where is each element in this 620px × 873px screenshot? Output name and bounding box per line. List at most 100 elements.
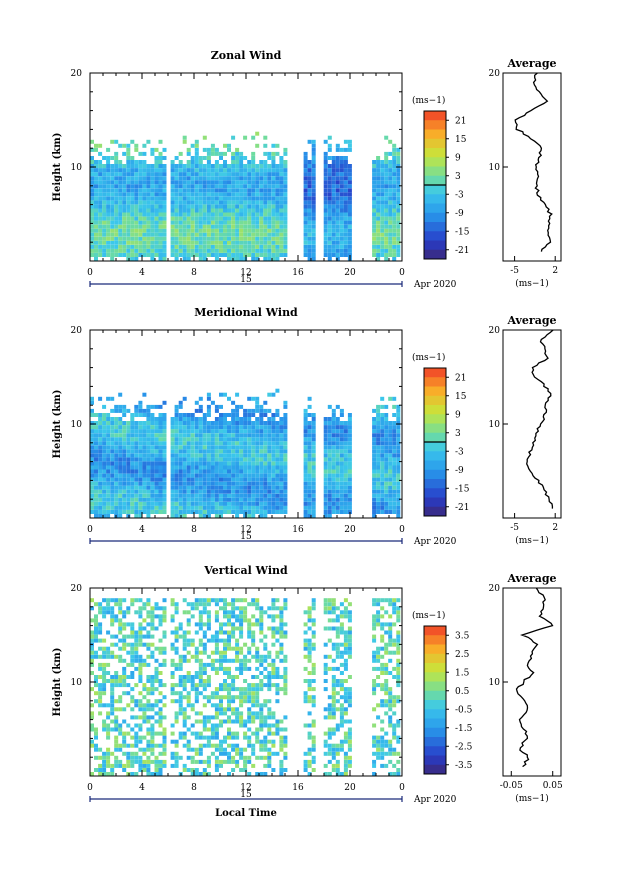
average-x-tick-label: -5 <box>510 266 519 276</box>
colorbar-swatch <box>424 626 446 636</box>
y-axis-label: Height (km) <box>52 390 63 459</box>
colorbar-swatch <box>424 203 446 214</box>
colorbar-swatch <box>424 175 446 186</box>
colorbar-tick-label: -2.5 <box>455 742 473 752</box>
colorbar-swatch <box>424 111 446 121</box>
colorbar-swatch <box>424 690 446 701</box>
x-axis: 0 4 8 12 16 20 0 <box>87 330 405 535</box>
x-tick-label: 0 <box>399 525 405 535</box>
colorbar-tick-label: -3 <box>455 447 464 457</box>
colorbar-swatch <box>424 672 446 682</box>
average-y-tick-label: 20 <box>489 584 501 594</box>
average-x-tick-label: 2 <box>552 523 558 533</box>
colorbar-tick-label: -21 <box>455 503 470 513</box>
colorbar-swatch <box>424 240 446 251</box>
average-panel: Average 20 10 -0.05 0.05 (ms−1) <box>489 572 563 804</box>
colorbar-swatch <box>424 737 446 747</box>
average-y-tick-label: 10 <box>489 678 501 688</box>
heatmap-cells <box>90 598 401 776</box>
colorbar-swatch <box>424 497 446 508</box>
heatmap-cells <box>90 131 401 261</box>
colorbar-tick-label: 21 <box>455 373 466 383</box>
x-tick-label: 8 <box>191 525 197 535</box>
x-tick-label: 20 <box>344 525 356 535</box>
y-tick-label: 10 <box>71 420 83 430</box>
date-day: 15 <box>240 275 252 285</box>
x-tick-label: 12 <box>240 525 251 535</box>
x-tick-label: 16 <box>292 783 304 793</box>
colorbar-swatch <box>424 451 446 461</box>
average-x-tick-label: -5 <box>510 523 519 533</box>
x-tick-label: 16 <box>292 268 304 278</box>
colorbar-swatch <box>424 488 446 498</box>
colorbar-swatch <box>424 386 446 397</box>
average-x-label: (ms−1) <box>515 535 548 546</box>
date-day: 15 <box>240 532 252 542</box>
average-profile-line <box>526 329 554 509</box>
colorbar-tick-label: 15 <box>455 135 467 145</box>
colorbar-tick-label: -1.5 <box>455 724 473 734</box>
y-tick-label: 10 <box>71 163 83 173</box>
chart-title: Zonal Wind <box>211 49 282 62</box>
colorbar-tick-label: 9 <box>455 153 461 163</box>
colorbar-swatch <box>424 405 446 415</box>
colorbar-swatch <box>424 460 446 471</box>
chart-title: Vertical Wind <box>203 564 288 577</box>
colorbar-swatch <box>424 231 446 241</box>
colorbar-swatch <box>424 432 446 443</box>
date-label: Apr 2020 <box>413 280 457 290</box>
colorbar-swatch <box>424 414 446 424</box>
colorbar-swatch <box>424 377 446 387</box>
colorbar-swatch <box>424 148 446 158</box>
colorbar-tick-label: 15 <box>455 392 467 402</box>
colorbar-swatch <box>424 755 446 766</box>
colorbar-swatch <box>424 395 446 406</box>
colorbar-swatch <box>424 700 446 710</box>
colorbar-swatch <box>424 479 446 489</box>
average-x-tick-label: -0.05 <box>500 781 523 791</box>
average-y-tick-label: 20 <box>489 326 501 336</box>
colorbar-swatch <box>424 423 446 434</box>
x-tick-label: 0 <box>87 525 93 535</box>
colorbar-swatch <box>424 212 446 223</box>
colorbar-tick-label: -9 <box>455 209 464 219</box>
y-axis-label: Height (km) <box>52 648 63 717</box>
x-tick-label: 0 <box>399 783 405 793</box>
colorbar-swatch <box>424 249 446 260</box>
colorbar-unit: (ms−1) <box>412 352 445 363</box>
x-tick-label: 12 <box>240 783 251 793</box>
colorbar: (ms−1) 21 15 9 3 -3 -9 -15 -21 <box>412 352 470 517</box>
colorbar-tick-label: 3 <box>455 172 461 182</box>
colorbar-swatch <box>424 185 446 195</box>
colorbar-swatch <box>424 120 446 130</box>
average-y-tick-label: 20 <box>489 69 501 79</box>
x-tick-label: 0 <box>87 268 93 278</box>
average-x-tick-label: 0.05 <box>543 781 563 791</box>
x-axis: 0 4 8 12 16 20 0 <box>87 73 405 278</box>
date-label: Apr 2020 <box>413 795 457 805</box>
colorbar-swatch <box>424 222 446 232</box>
colorbar-tick-label: 9 <box>455 410 461 420</box>
x-tick-label: 16 <box>292 525 304 535</box>
date-day: 15 <box>240 790 252 800</box>
colorbar-swatch <box>424 506 446 517</box>
date-label: Apr 2020 <box>413 537 457 547</box>
colorbar-swatch <box>424 469 446 480</box>
colorbar-swatch <box>424 764 446 775</box>
y-tick-label: 10 <box>71 678 83 688</box>
average-title: Average <box>506 57 556 70</box>
colorbar-swatch <box>424 653 446 664</box>
average-panel: Average 20 10 -5 2 (ms−1) <box>489 57 562 289</box>
average-y-tick-label: 10 <box>489 163 501 173</box>
colorbar-swatch <box>424 663 446 673</box>
colorbar-swatch <box>424 727 446 738</box>
x-tick-label: 4 <box>139 268 145 278</box>
colorbar-unit: (ms−1) <box>412 95 445 106</box>
average-frame <box>502 72 562 262</box>
colorbar-swatch <box>424 194 446 204</box>
